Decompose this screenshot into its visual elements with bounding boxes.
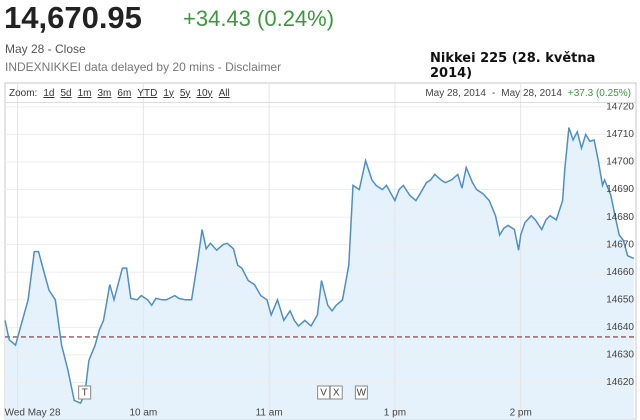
event-flag: T <box>78 385 92 400</box>
data-source: INDEXNIKKEI data delayed by 20 mins - Di… <box>5 60 282 74</box>
event-flag-label: W <box>357 388 367 399</box>
range-separator: - <box>491 87 496 99</box>
zoom-buttons: 1d 5d 1m 3m 6m YTD 1y 5y 10y All <box>43 88 235 99</box>
zoom-button[interactable]: 1m <box>77 87 92 99</box>
zoom-button[interactable]: 6m <box>117 87 132 99</box>
zoom-button[interactable]: 10y <box>196 87 213 99</box>
zoom-button[interactable]: YTD <box>137 87 158 99</box>
price-line <box>4 127 635 405</box>
date-range: May 28, 2014- May 28, 2014 +37.3 (0.25%) <box>425 88 631 99</box>
zoom-button[interactable]: 5y <box>179 87 191 99</box>
x-tick-label: 1 pm <box>384 408 406 419</box>
chart-caption: Nikkei 225 (28. května 2014) <box>430 51 596 81</box>
y-tick-label: 14660 <box>606 267 634 278</box>
y-tick-label: 14630 <box>606 350 634 361</box>
x-tick-label: 10 am <box>129 408 157 419</box>
y-tick-label: 14680 <box>606 212 634 223</box>
zoom-button[interactable]: 3m <box>97 87 112 99</box>
zoom-button[interactable]: 1y <box>163 87 174 99</box>
y-tick-label: 14640 <box>606 322 634 333</box>
x-tick-label: 11 am <box>256 408 283 419</box>
event-flag-box <box>329 385 343 400</box>
event-flag-box <box>354 385 368 400</box>
range-end: May 28, 2014 <box>501 87 562 99</box>
zoom-button[interactable]: 1d <box>43 87 55 99</box>
y-tick-label: 14690 <box>606 184 634 195</box>
y-tick-label: 14710 <box>606 129 634 140</box>
range-change: +37.3 (0.25%) <box>567 87 631 99</box>
y-tick-label: 14620 <box>606 377 634 388</box>
event-flag: X <box>329 385 343 400</box>
event-flag-label: T <box>82 388 88 399</box>
range-start: May 28, 2014 <box>425 87 486 99</box>
toolbar: Zoom: 1d 5d 1m 3m 6m YTD 1y 5y 10y All May 28, 20… <box>5 84 635 103</box>
y-tick-label: 14670 <box>606 239 634 250</box>
y-tick-label: 14720 <box>606 102 634 113</box>
y-tick-label: 14700 <box>606 157 634 168</box>
event-flag-box <box>78 385 92 400</box>
event-flag-label: X <box>333 388 340 399</box>
zoom-label: Zoom: <box>9 87 38 99</box>
zoom-button[interactable]: All <box>218 87 230 99</box>
price-change: +34.43 (0.24%) <box>183 6 335 31</box>
x-tick-label: Wed May 28 <box>5 408 61 419</box>
zoom-button[interactable]: 5d <box>60 87 72 99</box>
event-flag: V <box>317 385 331 400</box>
market-status: May 28 - Close <box>5 42 86 56</box>
event-flag: W <box>354 385 368 400</box>
area <box>5 127 634 419</box>
y-tick-label: 14650 <box>606 294 634 305</box>
event-flag-label: V <box>320 388 327 399</box>
price: 14,670.95 <box>4 0 142 35</box>
event-flag-box <box>317 385 331 400</box>
x-tick-label: 2 pm <box>510 408 532 419</box>
